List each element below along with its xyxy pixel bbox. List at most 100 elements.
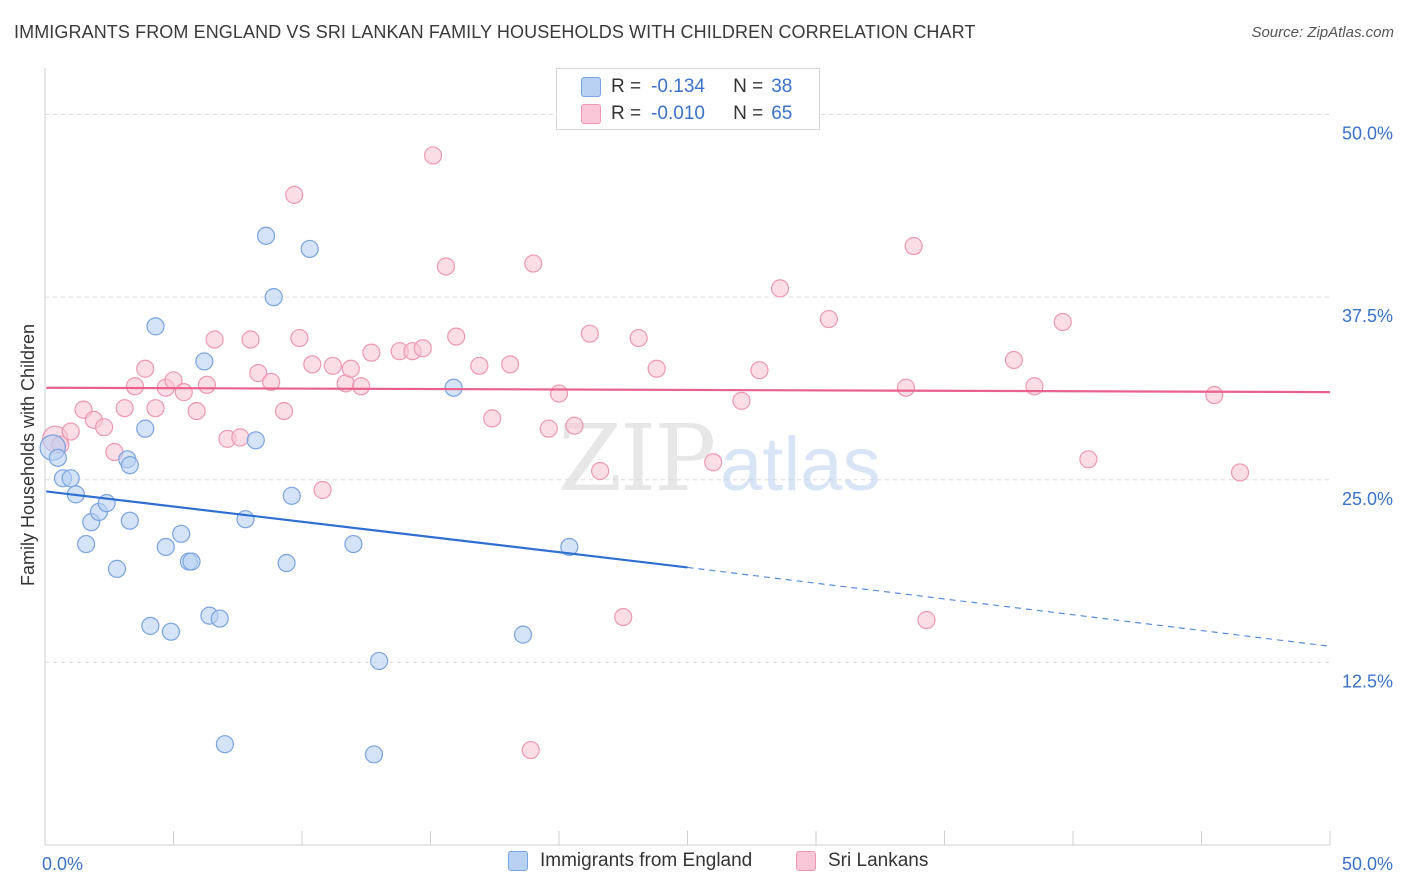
- watermark-zip: ZIP: [558, 405, 714, 512]
- england-point-35: [444, 378, 463, 397]
- england-point-24: [215, 735, 234, 754]
- srilanka-point-19: [241, 330, 260, 349]
- srilanka-point-50: [647, 359, 666, 378]
- england-point-9: [107, 559, 127, 578]
- n-label: N =: [733, 76, 764, 97]
- srilanka-point-16: [205, 330, 224, 349]
- england-point-14: [141, 616, 160, 635]
- srilanka-point-38: [470, 356, 489, 375]
- england-point-31: [300, 239, 319, 259]
- n-label: N =: [733, 103, 764, 124]
- england-trend-extension: [687, 566, 1331, 647]
- srilanka-point-30: [352, 377, 371, 396]
- srilanka-point-40: [501, 355, 520, 374]
- srilanka-point-49: [629, 328, 648, 348]
- legend-item-england[interactable]: Immigrants from England: [508, 850, 752, 872]
- srilanka-point-21: [262, 372, 281, 391]
- legend-swatch-sri-lankans: [796, 851, 816, 871]
- y-tick-labels: 12.5% 25.0% 37.5% 50.0%: [1342, 124, 1393, 692]
- england-point-36: [513, 625, 533, 644]
- y-tick-label-0: 12.5%: [1342, 671, 1393, 691]
- srilanka-point-61: [1053, 312, 1072, 332]
- england-point-29: [277, 553, 296, 573]
- england-point-21: [195, 352, 214, 371]
- srilanka-point-27: [323, 356, 342, 375]
- watermark: ZIP atlas: [558, 405, 881, 512]
- england-point-15: [146, 317, 165, 336]
- srilanka-point-55: [819, 309, 838, 329]
- r-label: R =: [611, 76, 642, 97]
- england-point-23: [210, 609, 229, 628]
- srilanka-point-57: [904, 236, 923, 256]
- england-point-32: [344, 534, 363, 554]
- srilanka-point-35: [423, 146, 443, 165]
- srilanka-point-42: [524, 254, 543, 273]
- srilanka-point-47: [591, 461, 610, 481]
- legend-row-srilanka: R = -0.010 N = 65: [581, 103, 792, 125]
- r-value: -0.134: [651, 76, 705, 97]
- england-point-11: [120, 511, 139, 530]
- srilanka-point-26: [313, 480, 332, 500]
- srilanka-point-64: [1230, 463, 1250, 482]
- england-point-33: [364, 745, 384, 764]
- srilanka-point-10: [146, 399, 165, 418]
- x-tick-label-1: 50.0%: [1342, 854, 1393, 874]
- y-axis-label: Family Households with Children: [18, 324, 38, 586]
- srilanka-point-59: [1004, 350, 1023, 370]
- srilanka-point-53: [750, 361, 769, 380]
- england-point-3: [61, 469, 80, 488]
- srilanka-point-22: [274, 401, 294, 421]
- legend-row-england: R = -0.134 N = 38: [581, 76, 792, 98]
- england-point-30: [282, 486, 301, 505]
- source-credit: Source: ZipAtlas.com: [1251, 24, 1394, 41]
- srilanka-point-45: [565, 416, 584, 435]
- series-legend: Immigrants from England Sri Lankans: [0, 850, 1406, 880]
- legend-swatch-sri-lankans: [581, 104, 601, 124]
- england-point-34: [370, 651, 389, 671]
- srilanka-point-9: [136, 359, 155, 378]
- series-england-points: [39, 226, 579, 764]
- england-point-37: [560, 537, 579, 557]
- y-tick-label-2: 37.5%: [1342, 306, 1393, 326]
- legend-item-sri-lankans[interactable]: Sri Lankans: [796, 850, 928, 872]
- srilanka-point-8: [125, 377, 145, 396]
- srilanka-point-58: [917, 610, 936, 630]
- srilanka-point-52: [732, 391, 751, 410]
- srilanka-point-20: [249, 364, 268, 383]
- srilanka-point-5: [95, 418, 114, 437]
- england-point-18: [172, 524, 191, 543]
- chart-title: IMMIGRANTS FROM ENGLAND VS SRI LANKAN FA…: [14, 22, 976, 42]
- srilanka-point-46: [580, 324, 599, 343]
- srilanka-point-29: [341, 359, 360, 378]
- england-point-27: [256, 226, 276, 245]
- srilanka-point-36: [436, 257, 456, 276]
- srilanka-point-51: [704, 453, 723, 472]
- srilanka-point-18: [231, 428, 250, 447]
- x-tick-labels: 0.0% 50.0%: [42, 854, 1393, 874]
- r-label: R =: [611, 103, 642, 124]
- england-point-13: [136, 419, 155, 438]
- y-tick-label-1: 25.0%: [1342, 489, 1393, 509]
- england-point-1: [48, 448, 67, 467]
- england-point-20: [182, 552, 201, 571]
- correlation-legend: R = -0.134 N = 38 R = -0.010 N = 65: [556, 68, 820, 130]
- srilanka-point-48: [614, 607, 633, 627]
- england-point-28: [264, 288, 283, 307]
- srilanka-point-43: [539, 419, 558, 438]
- srilanka-point-56: [896, 378, 916, 397]
- england-point-26: [246, 431, 265, 450]
- england-trend-line: [46, 490, 688, 569]
- srilanka-point-31: [362, 343, 381, 362]
- srilanka-point-34: [413, 339, 432, 358]
- srilanka-point-37: [447, 327, 466, 346]
- england-point-17: [161, 622, 181, 641]
- watermark-atlas: atlas: [720, 422, 881, 507]
- n-value: 38: [771, 76, 793, 97]
- srilanka-point-7: [115, 399, 134, 418]
- srilanka-point-44: [549, 384, 569, 403]
- england-point-16: [156, 537, 175, 557]
- srilanka-point-2: [61, 422, 80, 441]
- n-value: 65: [771, 103, 793, 124]
- srilanka-point-39: [483, 409, 502, 428]
